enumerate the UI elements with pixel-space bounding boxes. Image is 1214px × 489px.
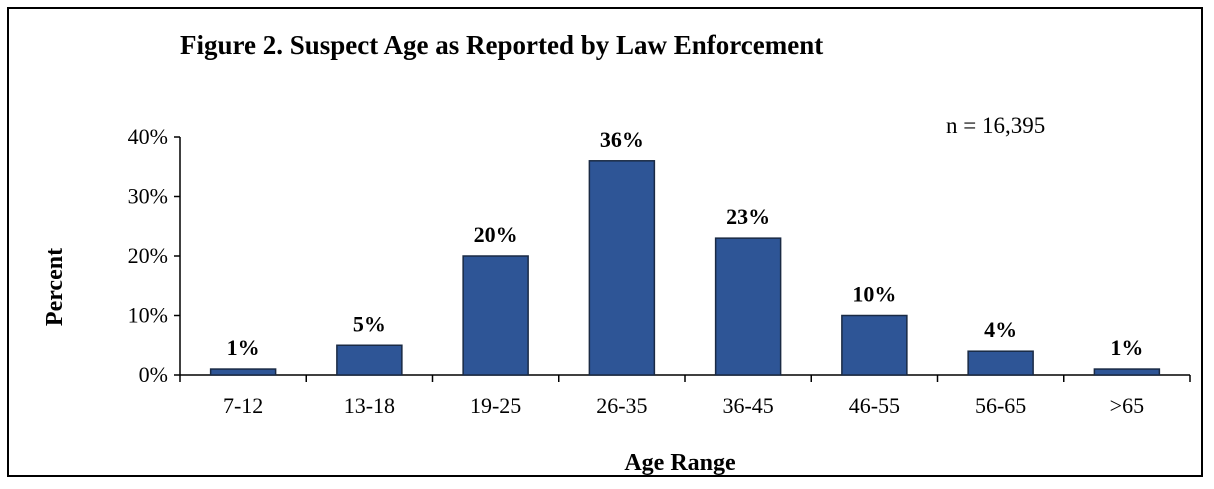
x-tick-label: 56-65 [975, 393, 1026, 418]
y-axis-label: Percent [42, 248, 68, 326]
y-tick-label: 0% [139, 362, 168, 387]
plot-area: 0% 10% 20% 30% 40% 1% 7-12 5% 13-18 20% 19-25 36% 26… [128, 124, 1191, 418]
y-tick-label: 10% [128, 303, 168, 328]
y-tick-label: 20% [128, 243, 168, 268]
data-label: 36% [600, 127, 644, 152]
sample-size-note: n = 16,395 [946, 113, 1045, 138]
data-label: 1% [227, 335, 260, 360]
bar [841, 314, 908, 376]
bar [967, 350, 1034, 376]
y-tick-label: 40% [128, 124, 168, 149]
data-label: 5% [353, 311, 386, 336]
x-tick-label: 7-12 [223, 393, 263, 418]
bar [588, 160, 656, 376]
x-tick-label: 26-35 [596, 393, 647, 418]
bar [462, 255, 529, 376]
data-label: 4% [984, 317, 1017, 342]
x-tick-label: 46-55 [849, 393, 900, 418]
x-tick-label: 19-25 [470, 393, 521, 418]
data-label: 10% [852, 282, 896, 307]
x-tick-label: 36-45 [722, 393, 773, 418]
data-label: 1% [1110, 335, 1143, 360]
data-label: 23% [726, 204, 770, 229]
bar [209, 368, 277, 376]
bar [336, 344, 403, 376]
x-tick-label: 13-18 [344, 393, 395, 418]
x-axis-label: Age Range [624, 450, 736, 476]
data-label: 20% [474, 222, 518, 247]
bar [714, 237, 782, 376]
y-tick-label: 30% [128, 184, 168, 209]
x-tick-label: >65 [1110, 393, 1144, 418]
bar [1093, 368, 1161, 376]
chart-title: Figure 2. Suspect Age as Reported by Law… [180, 30, 823, 60]
